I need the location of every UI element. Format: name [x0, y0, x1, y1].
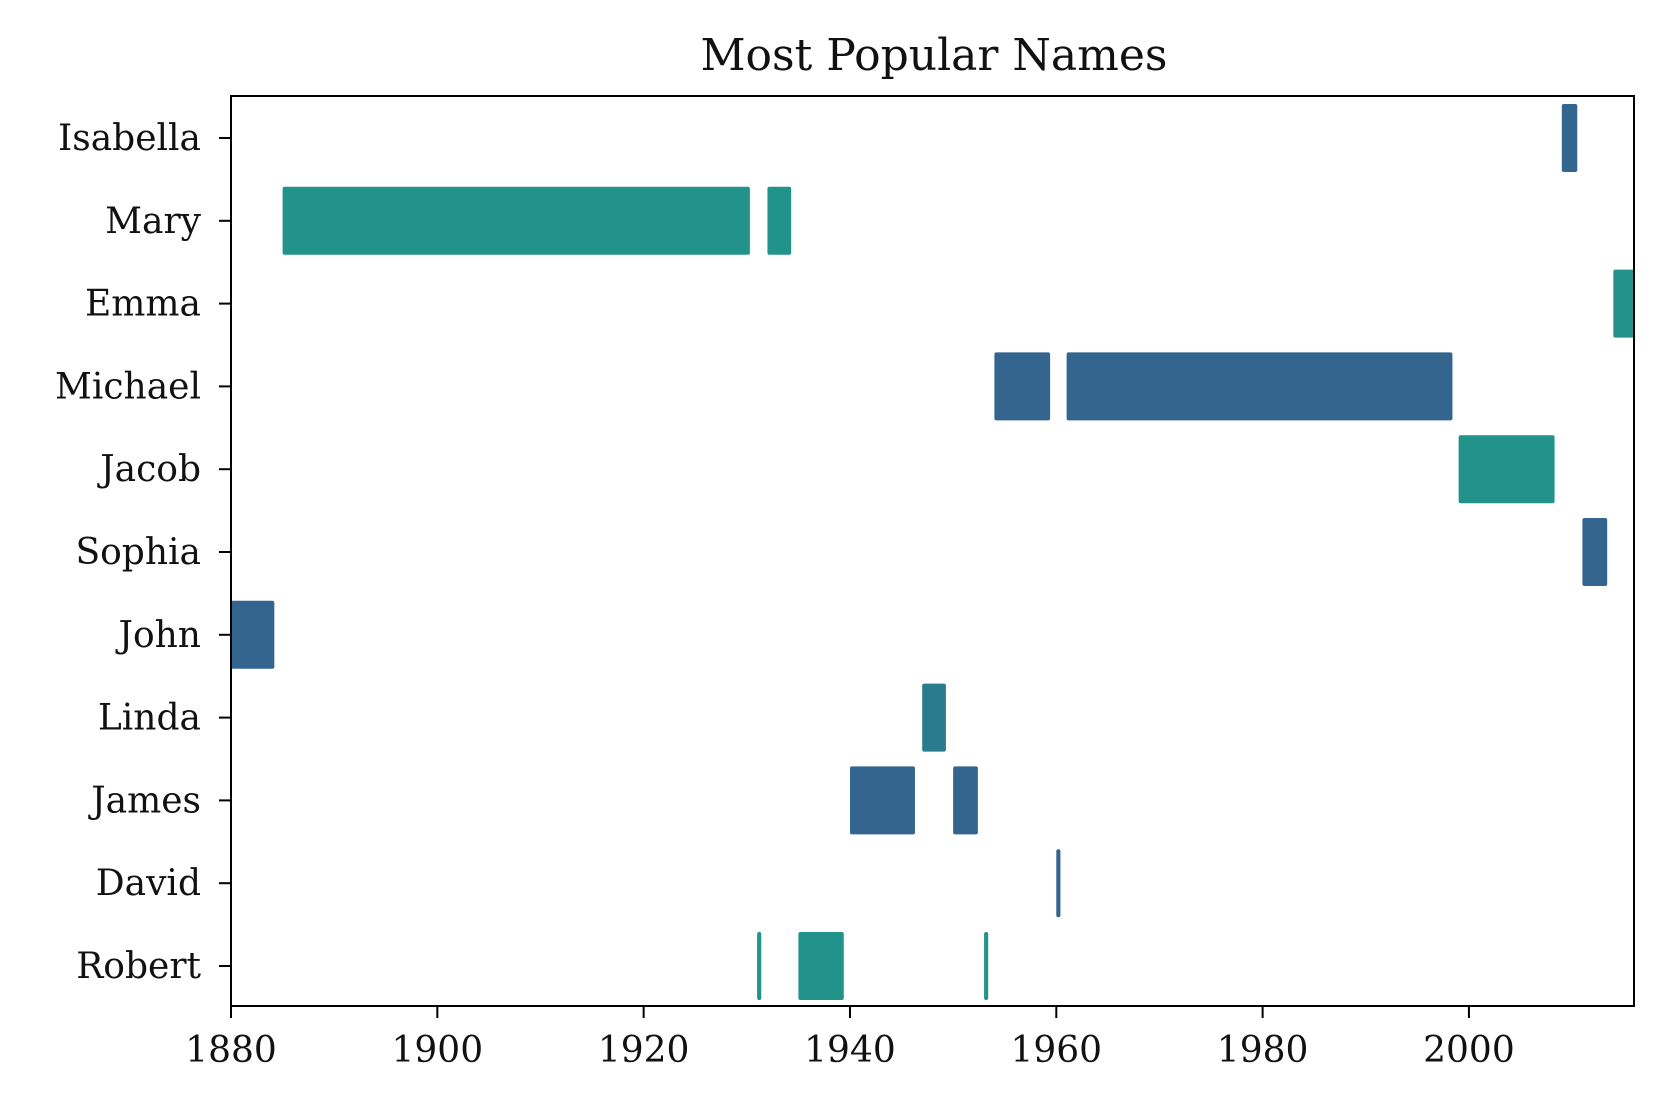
y-tick-label-james: James: [87, 780, 201, 821]
bar-david-1: [1056, 849, 1061, 918]
x-tick-label-1880: 1880: [185, 1030, 277, 1071]
y-tick-label-linda: Linda: [98, 698, 201, 739]
bar-mary-1: [282, 186, 750, 255]
bar-michael-2: [1066, 352, 1453, 421]
chart-title: Most Popular Names: [700, 30, 1167, 81]
bar-emma-1: [1613, 269, 1634, 338]
bar-isabella-1: [1561, 104, 1578, 172]
bar-jacob-1: [1458, 435, 1555, 504]
bar-robert-1: [757, 932, 762, 1000]
bar-john-1: [231, 600, 275, 669]
x-axis: 1880 1900 1920 1940 1960 1980 2000: [185, 1006, 1515, 1071]
bars-group: [231, 104, 1634, 1000]
x-tick-label-1960: 1960: [1010, 1030, 1102, 1071]
x-tick-label-2000: 2000: [1423, 1030, 1515, 1071]
bar-robert-2: [798, 932, 844, 1000]
y-tick-label-mary: Mary: [105, 201, 202, 242]
bar-sophia-1: [1582, 518, 1608, 586]
x-tick-label-1940: 1940: [804, 1030, 896, 1071]
plot-frame: [230, 95, 1635, 1007]
bar-james-1: [849, 766, 915, 835]
bar-james-2: [953, 766, 978, 835]
y-tick-label-robert: Robert: [76, 946, 201, 987]
y-tick-label-sophia: Sophia: [75, 532, 201, 573]
y-tick-label-jacob: Jacob: [96, 449, 201, 490]
bar-robert-3: [984, 932, 989, 1000]
bar-mary-2: [767, 186, 792, 255]
x-tick-label-1920: 1920: [598, 1030, 690, 1071]
y-axis: Isabella Mary Emma Michael Jacob Sophia John Li…: [55, 118, 231, 987]
y-tick-label-isabella: Isabella: [58, 118, 201, 159]
bar-linda-1: [922, 683, 946, 752]
y-tick-label-john: John: [115, 615, 201, 656]
y-tick-label-emma: Emma: [85, 284, 201, 325]
y-tick-label-david: David: [96, 863, 201, 904]
bar-michael-1: [994, 352, 1051, 421]
x-tick-label-1900: 1900: [392, 1030, 484, 1071]
y-tick-label-michael: Michael: [55, 366, 201, 407]
x-tick-label-1980: 1980: [1217, 1030, 1309, 1071]
